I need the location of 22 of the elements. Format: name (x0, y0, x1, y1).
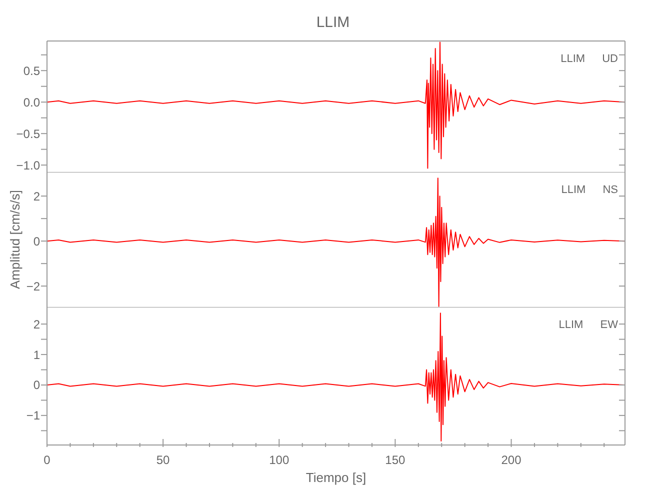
x-tick-label: 100 (269, 453, 290, 467)
annotation: LLIM NS (561, 184, 618, 196)
x-axis-title: Tiempo [s] (306, 470, 366, 485)
y-tick-label: −2 (26, 279, 40, 294)
y-tick-label: 0 (33, 234, 40, 248)
y-tick-label: 2 (33, 189, 40, 204)
y-tick-label: 0.5 (23, 64, 40, 78)
y-tick-label: −0.5 (16, 126, 40, 141)
y-tick-label: −1 (26, 408, 40, 423)
y-tick-label: 1 (33, 348, 40, 362)
x-tick-label: 150 (385, 453, 406, 467)
x-tick-label: 50 (156, 453, 170, 467)
x-tick-label: 200 (501, 453, 522, 467)
y-tick-label: 2 (33, 317, 40, 332)
x-tick-label: 0 (44, 453, 51, 467)
y-tick-label: 0.0 (23, 95, 40, 110)
annotation: LLIM EW (558, 319, 618, 331)
y-tick-label: −1.0 (16, 158, 40, 172)
y-axis-title: Amplitud [cm/s/s] (8, 190, 22, 289)
annotation: LLIM UD (560, 53, 618, 65)
chart-title: LLIM (315, 14, 351, 31)
y-tick-label: 0 (33, 378, 40, 392)
